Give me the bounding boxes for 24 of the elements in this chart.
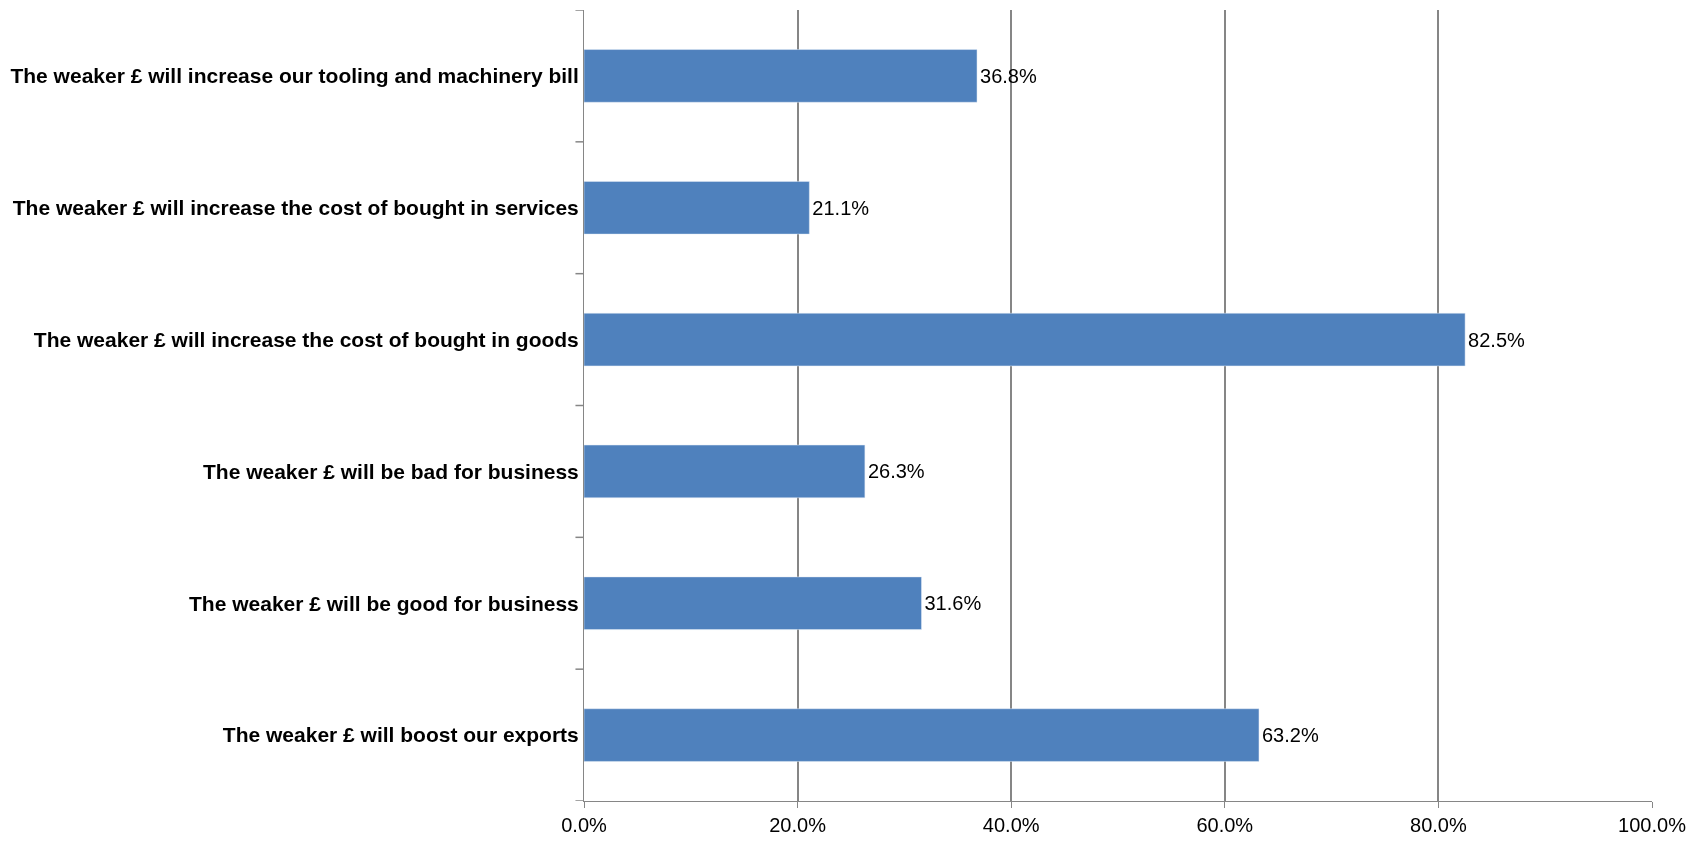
bar: [584, 49, 978, 103]
bar: [584, 708, 1260, 762]
bar: [584, 181, 810, 235]
data-label: 63.2%: [1261, 724, 1319, 747]
bar: [584, 576, 922, 630]
x-tick-label: 80.0%: [1410, 814, 1467, 836]
y-tick-label: The weaker £ will increase the cost of bought in services: [12, 196, 579, 220]
x-tick-label: 60.0%: [1196, 814, 1254, 836]
bar: [584, 312, 1466, 367]
y-tick-label: The weaker £ will increase our tooling and machinery bill: [10, 64, 579, 88]
y-tick-label: The weaker £ will be bad for business: [203, 459, 579, 483]
x-tick-label: 0.0%: [561, 814, 608, 836]
data-label: 82.5%: [1468, 328, 1526, 351]
data-label: 26.3%: [867, 460, 925, 483]
bar: [584, 444, 866, 499]
data-label: 31.6%: [924, 592, 982, 615]
x-tick-label: 20.0%: [769, 814, 827, 836]
y-tick-label: The weaker £ will increase the cost of bought in goods: [33, 327, 579, 351]
y-tick-label: The weaker £ will boost our exports: [222, 723, 579, 747]
x-tick-label: 40.0%: [982, 814, 1040, 836]
x-tick-label: 100.0%: [1618, 814, 1687, 836]
data-label: 21.1%: [812, 196, 870, 219]
data-label: 36.8%: [980, 64, 1037, 87]
y-tick-label: The weaker £ will be good for business: [189, 591, 579, 615]
